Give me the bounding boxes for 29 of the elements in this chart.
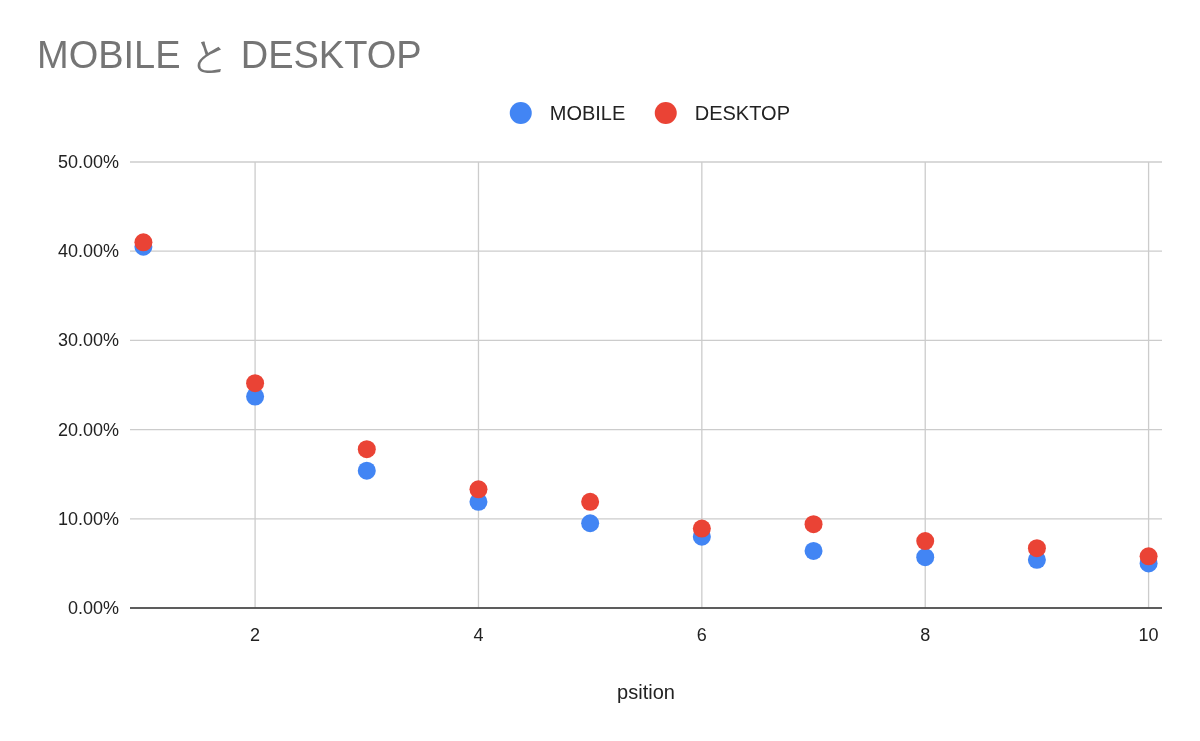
legend-label: DESKTOP xyxy=(694,102,790,124)
x-tick-label: 6 xyxy=(696,625,707,645)
y-tick-label: 50.00% xyxy=(57,152,119,172)
point xyxy=(692,519,711,538)
y-tick-label: 40.00% xyxy=(57,241,119,262)
point xyxy=(581,492,600,511)
y-tick-label: 30.00% xyxy=(57,330,119,351)
point xyxy=(246,374,265,393)
x-tick-label: 8 xyxy=(920,625,931,645)
y-tick-label: 0.00% xyxy=(67,598,119,618)
chart-title: MOBILE と DESKTOP xyxy=(37,34,422,76)
x-tick-label: 4 xyxy=(473,625,484,645)
point xyxy=(357,461,376,480)
y-tick-label: 10.00% xyxy=(57,508,119,529)
point xyxy=(1139,547,1158,566)
point xyxy=(1027,539,1046,558)
point xyxy=(916,548,935,567)
x-tick-label: 10 xyxy=(1138,625,1159,645)
point xyxy=(469,480,488,499)
legend-label: MOBILE xyxy=(549,102,626,124)
x-axis-title: psition xyxy=(617,681,675,703)
point xyxy=(804,541,823,560)
point xyxy=(134,233,153,252)
point xyxy=(357,440,376,459)
point xyxy=(581,514,600,533)
point xyxy=(804,515,823,534)
y-tick-label: 20.00% xyxy=(57,419,119,440)
point xyxy=(916,532,935,551)
x-tick-label: 2 xyxy=(250,625,261,645)
